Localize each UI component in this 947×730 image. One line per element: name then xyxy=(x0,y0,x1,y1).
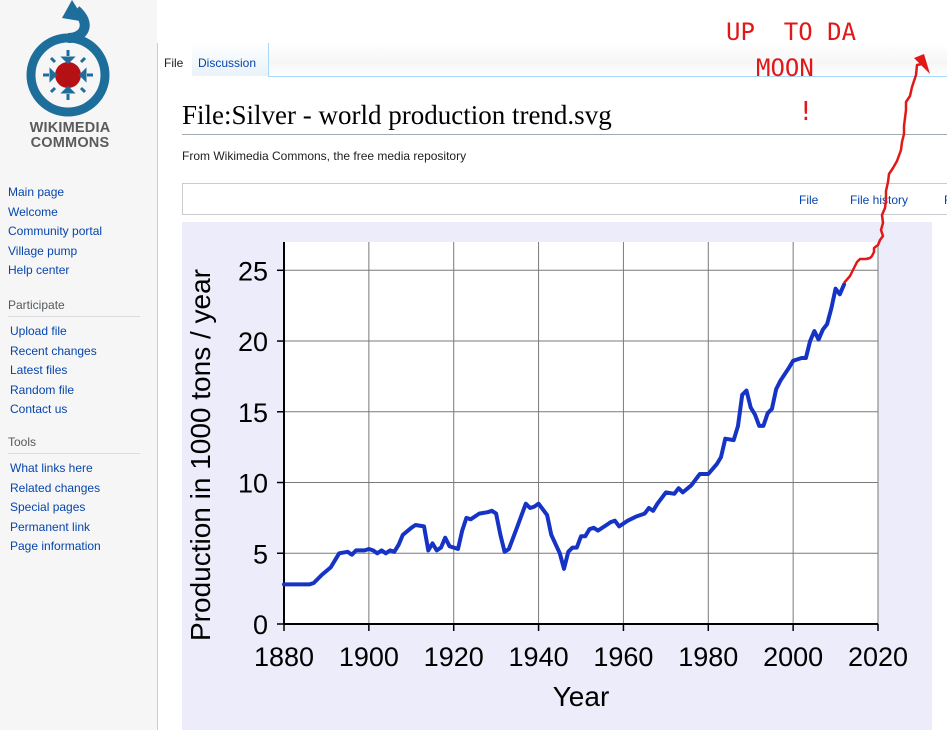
production-series-line xyxy=(282,282,847,587)
y-tick-label: 20 xyxy=(238,327,268,357)
tab-bar xyxy=(158,43,947,77)
logo-line-1: WIKIMEDIA xyxy=(29,120,111,136)
x-axis-label: Year xyxy=(553,681,610,712)
y-tick-label: 10 xyxy=(238,469,268,499)
tools-heading: Tools xyxy=(8,434,140,454)
logo-wordmark[interactable]: WIKIMEDIA COMMONS xyxy=(0,121,140,151)
chart-tick-labels: 1880 1900 1920 1940 1960 1980 2000 2020 0 5 10 15 20… xyxy=(238,256,908,672)
y-axis-label: Production in 1000 tons / year xyxy=(185,269,216,641)
x-tick-label: 2000 xyxy=(763,642,823,672)
nav-what-links-here[interactable]: What links here xyxy=(10,461,93,475)
x-tick-label: 1960 xyxy=(593,642,653,672)
nav-main-page[interactable]: Main page xyxy=(8,185,65,199)
nav-village-pump[interactable]: Village pump xyxy=(8,243,78,258)
content-divider xyxy=(157,43,158,730)
navigation-menu: Main page Welcome Community portal Villa… xyxy=(8,183,148,281)
annotation-line-1: UP TO DA xyxy=(726,18,857,46)
y-tick-label: 0 xyxy=(253,610,268,640)
toc-link-file-history[interactable]: File history xyxy=(850,193,909,207)
x-tick-label: 1880 xyxy=(254,642,314,672)
tab-underline xyxy=(268,76,947,77)
nav-related-changes[interactable]: Related changes xyxy=(10,480,101,495)
wikimedia-commons-logo[interactable] xyxy=(14,0,126,160)
x-tick-label: 1940 xyxy=(509,642,569,672)
participate-menu: Participate Upload file Recent changes L… xyxy=(8,297,148,420)
chart-axes xyxy=(277,242,879,631)
tools-menu: Tools What links here Related changes Sp… xyxy=(8,434,148,557)
y-tick-label: 15 xyxy=(238,398,268,428)
nav-upload-file[interactable]: Upload file xyxy=(10,324,67,338)
x-tick-label: 2020 xyxy=(848,642,908,672)
x-tick-label: 1900 xyxy=(339,642,399,672)
nav-recent-changes[interactable]: Recent changes xyxy=(10,343,97,358)
toc-link-file[interactable]: File xyxy=(799,193,819,207)
site-tagline: From Wikimedia Commons, the free media r… xyxy=(182,149,467,163)
nav-page-information[interactable]: Page information xyxy=(10,539,101,554)
nav-contact-us[interactable]: Contact us xyxy=(10,402,68,417)
y-tick-label: 25 xyxy=(238,256,268,286)
sidebar: WIKIMEDIA COMMONS Main page Welcome Comm… xyxy=(0,0,157,730)
page-title: File:Silver - world production trend.svg xyxy=(182,100,612,130)
y-tick-label: 5 xyxy=(253,539,268,569)
chart-grid xyxy=(284,242,879,624)
file-section-toc: File File history F xyxy=(182,183,947,215)
toc-link-file-usage[interactable]: F xyxy=(944,193,947,207)
nav-help-center[interactable]: Help center xyxy=(8,263,70,278)
nav-latest-files[interactable]: Latest files xyxy=(10,363,68,378)
nav-random-file[interactable]: Random file xyxy=(10,382,75,397)
nav-special-pages[interactable]: Special pages xyxy=(10,500,86,515)
nav-welcome[interactable]: Welcome xyxy=(8,204,58,219)
file-preview-image[interactable]: 1880 1900 1920 1940 1960 1980 2000 2020 0 5 10 15 20… xyxy=(182,222,932,730)
title-divider xyxy=(182,134,947,135)
nav-community-portal[interactable]: Community portal xyxy=(8,224,103,239)
tab-discussion[interactable]: Discussion xyxy=(192,43,269,76)
plot-area xyxy=(284,242,878,624)
commons-logo-icon xyxy=(26,0,110,117)
x-tick-label: 1980 xyxy=(678,642,738,672)
chart-series xyxy=(282,282,847,587)
logo-line-2: COMMONS xyxy=(30,135,110,151)
participate-heading: Participate xyxy=(8,297,140,317)
x-tick-label: 1920 xyxy=(424,642,484,672)
silver-production-chart: 1880 1900 1920 1940 1960 1980 2000 2020 0 5 10 15 20… xyxy=(185,242,908,712)
nav-permanent-link[interactable]: Permanent link xyxy=(10,519,91,534)
annotation-exclamation: ! xyxy=(798,97,814,127)
